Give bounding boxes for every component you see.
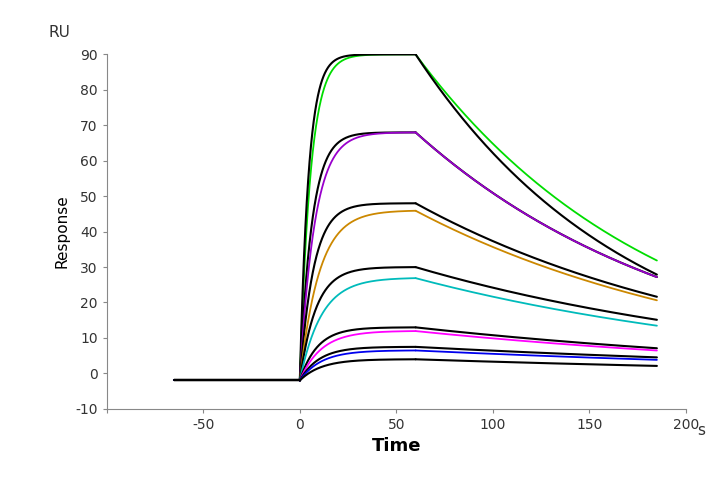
Y-axis label: Response: Response	[55, 195, 70, 268]
X-axis label: Time: Time	[372, 437, 421, 456]
Text: RU: RU	[49, 25, 71, 40]
Text: s: s	[698, 422, 706, 438]
